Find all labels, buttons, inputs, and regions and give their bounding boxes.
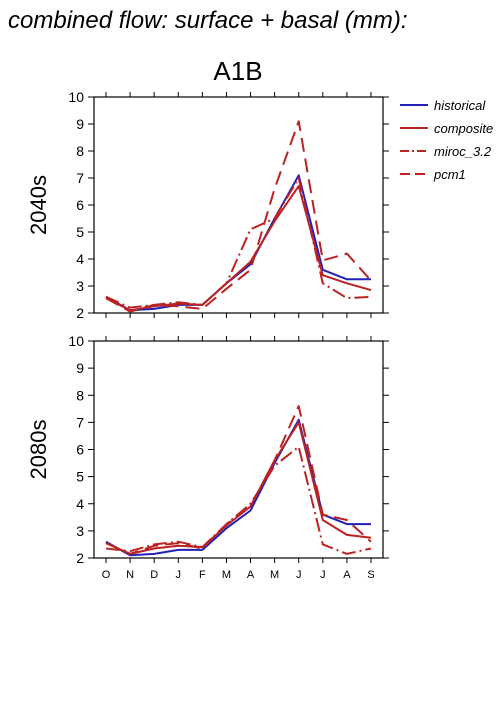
panel-2040s: 2 3 4 5 6 7 8 9 10 2040s — [26, 89, 389, 321]
series-line-miroc_3.2 — [105, 445, 372, 555]
y-tick-label: 7 — [76, 170, 84, 186]
x-tick-label: O — [102, 569, 111, 581]
legend-label-pcm1: pcm1 — [433, 167, 466, 182]
y-tick-label: 10 — [68, 89, 84, 105]
y-tick-label: 2 — [76, 305, 84, 321]
y-tick-label: 9 — [76, 116, 84, 132]
x-tick-label: M — [270, 569, 279, 581]
panel-2080s: 2 3 4 5 6 7 8 9 10 O N D J F M A M J J A S 2080s — [26, 333, 389, 581]
scenario-title: A1B — [213, 56, 262, 86]
series-line-pcm1 — [105, 120, 372, 313]
series-line-pcm1 — [105, 405, 372, 555]
x-tick-label: D — [150, 569, 158, 581]
x-tick-label: M — [222, 569, 231, 581]
x-tick-label: S — [367, 569, 374, 581]
legend-label-historical: historical — [434, 98, 486, 113]
series-line-composite — [105, 421, 372, 555]
y-tick-label: 4 — [76, 496, 84, 512]
series-line-historical — [105, 418, 371, 557]
panel-label: 2040s — [26, 175, 51, 235]
y-tick-label: 2 — [76, 550, 84, 566]
y-tick-label: 5 — [76, 469, 84, 485]
legend: historical composite miroc_3.2 pcm1 — [400, 98, 493, 182]
y-tick-label: 10 — [68, 333, 84, 349]
y-tick-label: 6 — [76, 197, 84, 213]
y-tick-label: 4 — [76, 251, 84, 267]
x-tick-label: J — [176, 569, 182, 581]
x-tick-label: F — [199, 569, 206, 581]
x-tick-label: A — [247, 569, 255, 581]
y-tick-label: 8 — [76, 143, 84, 159]
figure-suptitle: combined flow: surface + basal (mm): — [8, 7, 407, 34]
x-tick-label: N — [126, 569, 134, 581]
y-tick-label: 3 — [76, 278, 84, 294]
y-tick-label: 8 — [76, 387, 84, 403]
x-tick-label: J — [320, 569, 326, 581]
x-tick-label: J — [296, 569, 302, 581]
series-line-composite — [105, 185, 372, 312]
y-tick-label: 6 — [76, 442, 84, 458]
plot-frame — [93, 340, 384, 559]
y-tick-label: 5 — [76, 224, 84, 240]
panel-label: 2080s — [26, 420, 51, 480]
y-tick-label: 7 — [76, 414, 84, 430]
series-line-miroc_3.2 — [105, 177, 372, 309]
legend-label-miroc_3.2: miroc_3.2 — [434, 144, 492, 159]
y-tick-label: 3 — [76, 523, 84, 539]
legend-label-composite: composite — [434, 121, 493, 136]
x-tick-label: A — [343, 569, 351, 581]
series-line-historical — [105, 174, 371, 312]
y-tick-label: 9 — [76, 360, 84, 376]
